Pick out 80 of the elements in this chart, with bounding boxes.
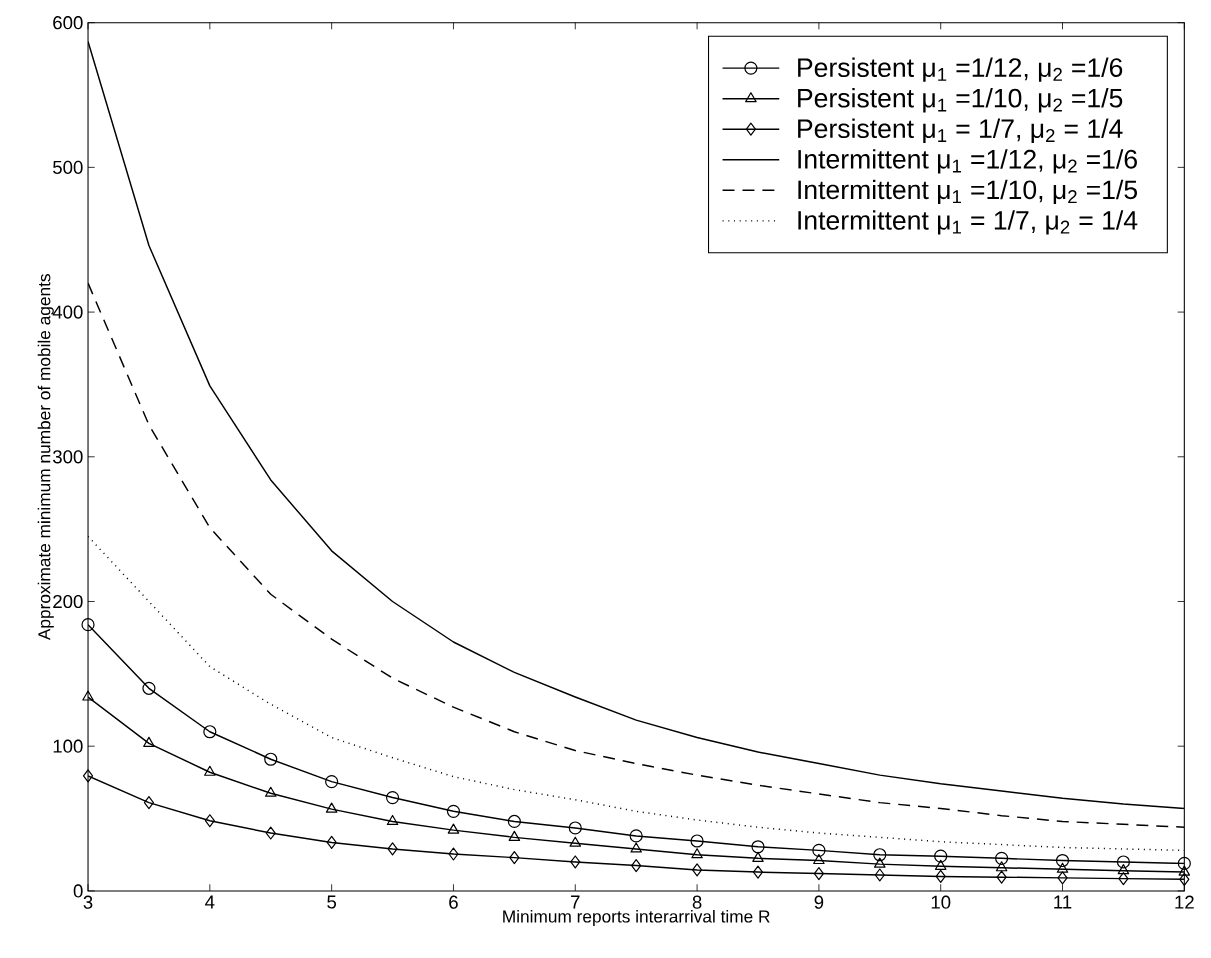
point [690, 834, 704, 848]
y-tick-label: 0 [73, 884, 83, 898]
point [142, 681, 156, 696]
point [325, 775, 339, 789]
point [507, 815, 521, 829]
point [509, 851, 520, 865]
point [82, 769, 94, 783]
point [813, 854, 825, 865]
point [264, 752, 278, 767]
point [629, 829, 643, 843]
point [265, 826, 276, 840]
x-tick-label: 12 [1175, 895, 1194, 909]
x-tick-label: 11 [1054, 895, 1072, 909]
point [935, 870, 946, 884]
x-tick-label: 3 [83, 895, 93, 909]
point [203, 725, 217, 739]
point [447, 823, 460, 834]
point [813, 867, 824, 881]
point [1055, 854, 1070, 868]
point [996, 870, 1007, 884]
point [143, 736, 155, 748]
point [1118, 872, 1129, 886]
point [326, 836, 337, 850]
point [568, 821, 582, 835]
point [873, 848, 887, 862]
point [812, 844, 826, 858]
point [387, 842, 398, 856]
point [1056, 862, 1069, 873]
point [995, 861, 1008, 872]
x-tick-label: 9 [814, 895, 824, 909]
y-tick-label: 400 [52, 305, 83, 319]
x-tick-label: 7 [571, 895, 580, 909]
y-axis-title: Approximate minimum number of mobile agents [37, 274, 54, 641]
point [143, 796, 155, 810]
point [325, 802, 338, 813]
point [752, 851, 764, 863]
point [1177, 857, 1191, 871]
point [508, 830, 521, 842]
point [204, 765, 216, 777]
point [874, 857, 886, 868]
point [81, 618, 95, 632]
legend-label: Intermittent μ$_{1}$ =1/12, μ$_{2}$ =1/6 [798, 149, 1137, 174]
point [934, 849, 948, 863]
x-axis-title: Minimum reports interarrival time R [503, 910, 770, 927]
point [1057, 871, 1068, 885]
legend-label: Persistent μ$_{1}$ = 1/7, μ$_{2}$ = 1/4 [798, 118, 1123, 144]
x-tick-label: 6 [449, 895, 458, 909]
point [874, 868, 885, 882]
point [631, 859, 642, 873]
point [751, 840, 765, 854]
y-tick-label: 500 [53, 160, 83, 175]
y-tick-label: 300 [53, 450, 83, 464]
point [569, 836, 582, 847]
point [995, 851, 1009, 866]
point [82, 690, 94, 701]
point [630, 842, 642, 853]
point [204, 814, 215, 828]
legend-label: Intermittent μ$_{1}$ =1/10, μ$_{2}$ =1/5 [798, 179, 1137, 205]
point [691, 848, 703, 859]
x-tick-label: 5 [327, 895, 337, 909]
x-tick-label: 10 [931, 895, 951, 909]
point [752, 865, 764, 879]
x-tick-label: 8 [692, 895, 702, 909]
legend-label: Persistent μ$_{1}$ =1/10, μ$_{2}$ =1/5 [798, 88, 1123, 113]
y-tick-label: 600 [53, 16, 83, 30]
point [385, 791, 400, 805]
point [264, 786, 277, 798]
point [446, 804, 461, 819]
point [692, 863, 703, 877]
y-tick-label: 200 [53, 595, 83, 609]
legend-label: Intermittent μ$_{1}$ = 1/7, μ$_{2}$ = 1/4 [798, 210, 1138, 235]
y-tick-label: 100 [53, 739, 83, 753]
legend-label: Persistent μ$_{1}$ =1/12, μ$_{2}$ =1/6 [798, 57, 1123, 83]
point [386, 815, 399, 826]
point [448, 847, 459, 861]
point [934, 859, 947, 871]
x-tick-label: 4 [205, 895, 215, 909]
point [1117, 864, 1130, 875]
point [1116, 855, 1130, 869]
point [570, 855, 581, 869]
